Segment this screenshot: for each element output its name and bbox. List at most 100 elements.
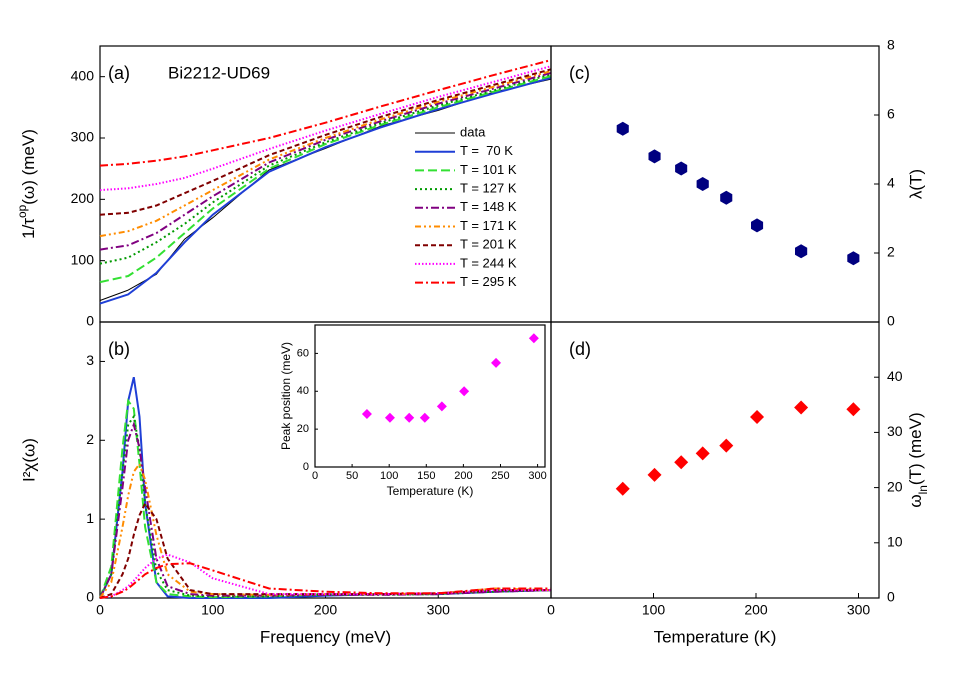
data-point	[674, 455, 689, 470]
axis-label-part: (T) (meV)	[906, 412, 925, 485]
axis-label-part: op	[15, 204, 29, 218]
y-tick-label: 200	[71, 190, 95, 206]
y-tick-label: 300	[71, 129, 95, 145]
y-tick-label: 60	[297, 347, 309, 359]
legend-label: data	[460, 124, 486, 139]
data-point	[647, 467, 662, 482]
x-tick-label: 100	[201, 602, 225, 618]
panel-label: (b)	[108, 339, 130, 359]
series-line	[99, 72, 552, 251]
series-line	[99, 562, 551, 599]
y-tick-label: 8	[887, 37, 895, 53]
y-tick-label: 0	[887, 589, 895, 605]
axis-label: I²χ(ω)	[19, 438, 38, 482]
data-point	[696, 177, 709, 191]
plot-frame	[314, 324, 546, 468]
data-point	[751, 218, 764, 233]
data-point	[675, 161, 688, 176]
data-point	[648, 149, 661, 164]
series-line	[99, 73, 552, 265]
data-point	[491, 357, 502, 368]
data-point	[847, 251, 860, 266]
series-line	[99, 501, 551, 599]
y-tick-label: 100	[71, 251, 95, 267]
series-line	[99, 59, 552, 167]
legend-label: T = 201 K	[460, 237, 517, 252]
legend-label: T = 70 K	[460, 143, 513, 158]
x-tick-label: 200	[314, 602, 338, 618]
legend-label: T = 148 K	[460, 199, 517, 214]
y-tick-label: 0	[86, 313, 94, 329]
x-tick-label: 0	[312, 470, 318, 482]
x-tick-label: 200	[744, 602, 768, 618]
axis-label-part: (ω) (meV)	[19, 129, 38, 205]
panel-label: (a)	[108, 63, 130, 83]
axis-label: Temperature (K)	[387, 484, 474, 498]
y-tick-label: 0	[303, 461, 309, 473]
y-tick-label: 20	[297, 423, 309, 435]
x-tick-label: 150	[417, 470, 435, 482]
x-tick-label: 0	[96, 602, 104, 618]
data-point	[794, 400, 809, 415]
panel-label: (c)	[569, 63, 590, 83]
x-tick-label: 300	[528, 470, 546, 482]
series-line	[99, 414, 552, 599]
y-tick-label: 40	[297, 385, 309, 397]
axis-label-part: ω	[906, 494, 925, 507]
plot-frame	[99, 321, 552, 599]
series-line	[99, 65, 552, 192]
series-line	[99, 553, 551, 599]
y-tick-label: 10	[887, 534, 903, 550]
y-tick-label: 2	[887, 244, 895, 260]
panel-label: (d)	[569, 339, 591, 359]
series-line	[99, 76, 552, 305]
y-tick-label: 30	[887, 423, 903, 439]
x-tick-label: 300	[847, 602, 871, 618]
legend-label: T = 295 K	[460, 274, 517, 289]
legend-label: T = 127 K	[460, 181, 517, 196]
data-point	[459, 386, 470, 397]
data-point	[361, 408, 372, 419]
axis-label: Frequency (meV)	[260, 627, 391, 646]
axis-label: Temperature (K)	[654, 627, 777, 646]
axis-label: Peak position (meV)	[279, 342, 293, 450]
series-line	[99, 75, 552, 284]
series-line	[99, 398, 551, 599]
series-line	[99, 70, 552, 238]
y-tick-label: 6	[887, 106, 895, 122]
x-tick-label: 300	[427, 602, 451, 618]
legend-label: T = 101 K	[460, 162, 517, 177]
axis-label: 1/τop(ω) (meV)	[15, 129, 38, 239]
plot-frame	[550, 321, 880, 599]
axis-label-part: 1/τ	[19, 218, 38, 239]
data-point	[795, 244, 808, 259]
data-point	[846, 402, 861, 417]
y-tick-label: 20	[887, 478, 903, 494]
series-line	[99, 420, 552, 599]
data-point	[719, 438, 734, 453]
x-tick-label: 0	[547, 602, 555, 618]
data-point	[528, 333, 539, 344]
x-tick-label: 250	[491, 470, 509, 482]
plot-frame	[550, 45, 880, 323]
data-point	[404, 412, 415, 423]
legend-label: T = 171 K	[460, 218, 517, 233]
series-line	[99, 461, 552, 599]
data-point	[615, 481, 630, 496]
y-tick-label: 40	[887, 368, 903, 384]
y-tick-label: 0	[887, 313, 895, 329]
chart-title: Bi2212-UD69	[168, 63, 270, 82]
y-tick-label: 4	[887, 175, 895, 191]
x-tick-label: 100	[642, 602, 666, 618]
y-tick-label: 3	[86, 352, 94, 368]
x-tick-label: 100	[380, 470, 398, 482]
y-tick-label: 2	[86, 431, 94, 447]
data-point	[436, 401, 447, 412]
legend-label: T = 244 K	[460, 255, 517, 270]
data-point	[695, 446, 710, 461]
data-point	[750, 409, 765, 424]
data-point	[720, 190, 733, 205]
x-tick-label: 50	[346, 470, 358, 482]
data-point	[384, 412, 395, 423]
